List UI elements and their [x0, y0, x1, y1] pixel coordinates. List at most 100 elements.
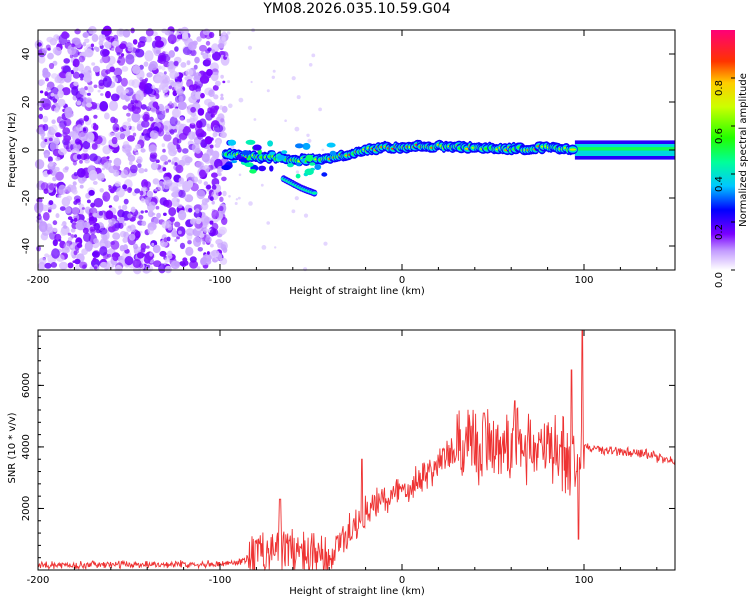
noise-dot — [194, 72, 202, 80]
signal-blob — [569, 148, 576, 151]
noise-dot — [111, 264, 115, 268]
noise-dot — [197, 108, 205, 116]
noise-dot — [189, 115, 197, 125]
noise-dot — [272, 69, 276, 73]
noise-dot — [193, 64, 198, 70]
noise-dot — [112, 232, 121, 240]
noise-dot — [61, 87, 71, 96]
noise-dot — [61, 66, 65, 70]
noise-dot — [86, 92, 91, 96]
noise-dot — [177, 203, 183, 209]
noise-dot — [171, 108, 180, 118]
noise-dot — [199, 75, 210, 84]
noise-dot — [215, 80, 221, 87]
noise-dot — [115, 187, 125, 198]
noise-dot — [165, 199, 173, 208]
noise-dot — [145, 181, 151, 188]
noise-dot — [200, 92, 205, 99]
noise-dot — [48, 183, 57, 191]
noise-dot — [294, 196, 299, 201]
noise-dot — [187, 240, 192, 245]
noise-dot — [169, 101, 173, 105]
noise-dot — [175, 123, 185, 131]
noise-dot — [79, 159, 83, 164]
noise-dot — [47, 209, 52, 213]
noise-dot — [167, 34, 177, 44]
colorbar-tick-label: 0.6 — [714, 128, 725, 144]
noise-dot — [162, 167, 167, 172]
noise-dot — [58, 261, 69, 270]
colorbar: 0.0 0.2 0.4 0.6 0.8 Normalized spectral ampl… — [711, 30, 749, 288]
noise-dot — [104, 112, 110, 120]
noise-dot — [109, 188, 115, 194]
noise-dot — [93, 212, 97, 218]
noise-dot — [123, 198, 129, 205]
colorbar-tick-label: 0.0 — [714, 272, 725, 288]
x-tick-label: 0 — [399, 275, 405, 286]
noise-dot — [119, 245, 126, 252]
noise-dot — [206, 68, 213, 77]
noise-dot — [105, 43, 112, 49]
noise-dot — [102, 167, 105, 171]
noise-dot — [36, 214, 42, 220]
noise-dot — [118, 55, 123, 59]
noise-dot — [113, 157, 122, 167]
noise-dot — [127, 187, 132, 193]
noise-dot — [208, 126, 212, 130]
y-tick-label: 2000 — [21, 496, 32, 521]
noise-dot — [102, 25, 112, 36]
noise-dot — [122, 29, 131, 38]
noise-dot — [307, 138, 312, 143]
noise-dot — [125, 99, 129, 102]
noise-dot — [80, 153, 88, 161]
noise-dot — [82, 227, 89, 234]
noise-dot — [188, 131, 196, 140]
noise-dot — [60, 223, 65, 227]
noise-dot — [71, 43, 75, 48]
noise-dot — [200, 257, 207, 266]
noise-dot — [118, 205, 122, 210]
signal-blob — [281, 150, 288, 155]
noise-dot — [220, 96, 224, 101]
noise-dot — [152, 178, 160, 185]
noise-dot — [169, 116, 178, 127]
noise-dot — [206, 234, 211, 238]
noise-dot — [69, 131, 77, 138]
noise-dot — [296, 95, 301, 100]
noise-dot — [137, 163, 142, 168]
x-tick-label: -200 — [27, 575, 50, 586]
noise-dot — [186, 79, 194, 88]
noise-dot — [189, 260, 199, 269]
noise-dot — [122, 237, 128, 244]
noise-dot — [162, 148, 166, 153]
noise-dot — [111, 47, 115, 52]
noise-dot — [133, 249, 139, 255]
noise-dot — [127, 117, 132, 123]
noise-dot — [84, 48, 94, 58]
noise-dot — [161, 109, 167, 115]
noise-dot — [95, 47, 100, 52]
noise-dot — [208, 31, 215, 39]
noise-dot — [215, 139, 221, 147]
noise-dot — [64, 206, 72, 214]
noise-dot — [76, 124, 83, 132]
noise-dot — [127, 213, 133, 219]
noise-dot — [72, 181, 77, 186]
noise-dot — [122, 184, 128, 190]
noise-dot — [196, 36, 202, 42]
noise-dot — [85, 97, 93, 104]
signal-blob — [231, 160, 238, 164]
noise-dot — [168, 85, 173, 90]
noise-dot — [207, 47, 212, 52]
noise-dot — [48, 137, 53, 142]
signal-blob — [245, 139, 256, 145]
noise-dot — [174, 221, 181, 228]
noise-dot — [139, 190, 144, 196]
noise-dot — [45, 77, 49, 82]
noise-dot — [65, 186, 72, 194]
noise-dot — [159, 250, 167, 257]
noise-dot — [113, 169, 120, 177]
noise-dot — [75, 264, 80, 271]
